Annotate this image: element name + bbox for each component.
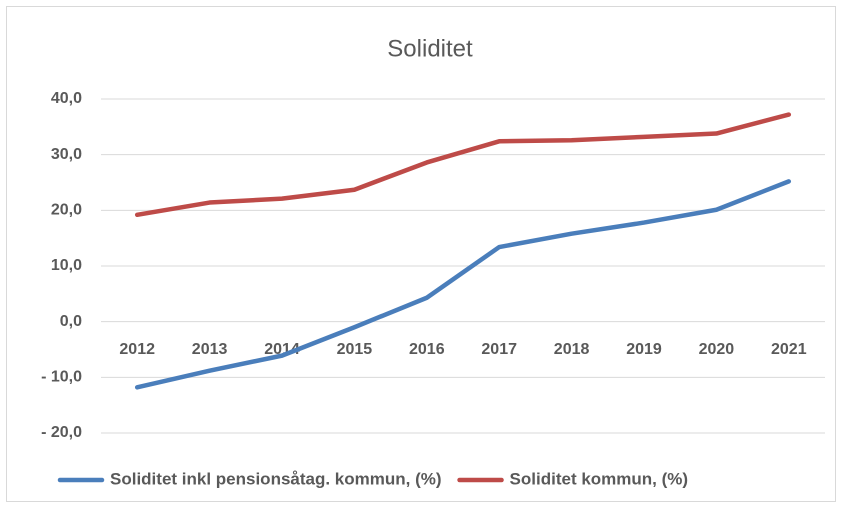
line-series bbox=[134, 179, 792, 390]
chart-border bbox=[6, 6, 836, 502]
x-tick-label: 2016 bbox=[409, 341, 445, 358]
y-tick-label: - 20,0 bbox=[41, 424, 82, 441]
y-tick-label: 30,0 bbox=[51, 146, 82, 163]
legend-label: Soliditet inkl pensionsåtag. kommun, (%) bbox=[110, 469, 442, 488]
line-series bbox=[134, 112, 792, 218]
legend-label: Soliditet kommun, (%) bbox=[510, 469, 689, 488]
y-tick-label: - 10,0 bbox=[41, 369, 82, 386]
x-tick-label: 2020 bbox=[699, 341, 735, 358]
x-tick-label: 2015 bbox=[337, 341, 373, 358]
y-tick-label: 10,0 bbox=[51, 257, 82, 274]
x-tick-label: 2018 bbox=[554, 341, 590, 358]
y-tick-label: 20,0 bbox=[51, 202, 82, 219]
x-tick-label: 2013 bbox=[192, 341, 228, 358]
chart-title: Soliditet bbox=[387, 35, 473, 62]
y-tick-label: 40,0 bbox=[51, 90, 82, 107]
x-tick-label: 2012 bbox=[119, 341, 155, 358]
x-tick-label: 2017 bbox=[481, 341, 517, 358]
y-tick-label: 0,0 bbox=[60, 313, 82, 330]
x-tick-label: 2019 bbox=[626, 341, 662, 358]
x-tick-label: 2021 bbox=[771, 341, 807, 358]
